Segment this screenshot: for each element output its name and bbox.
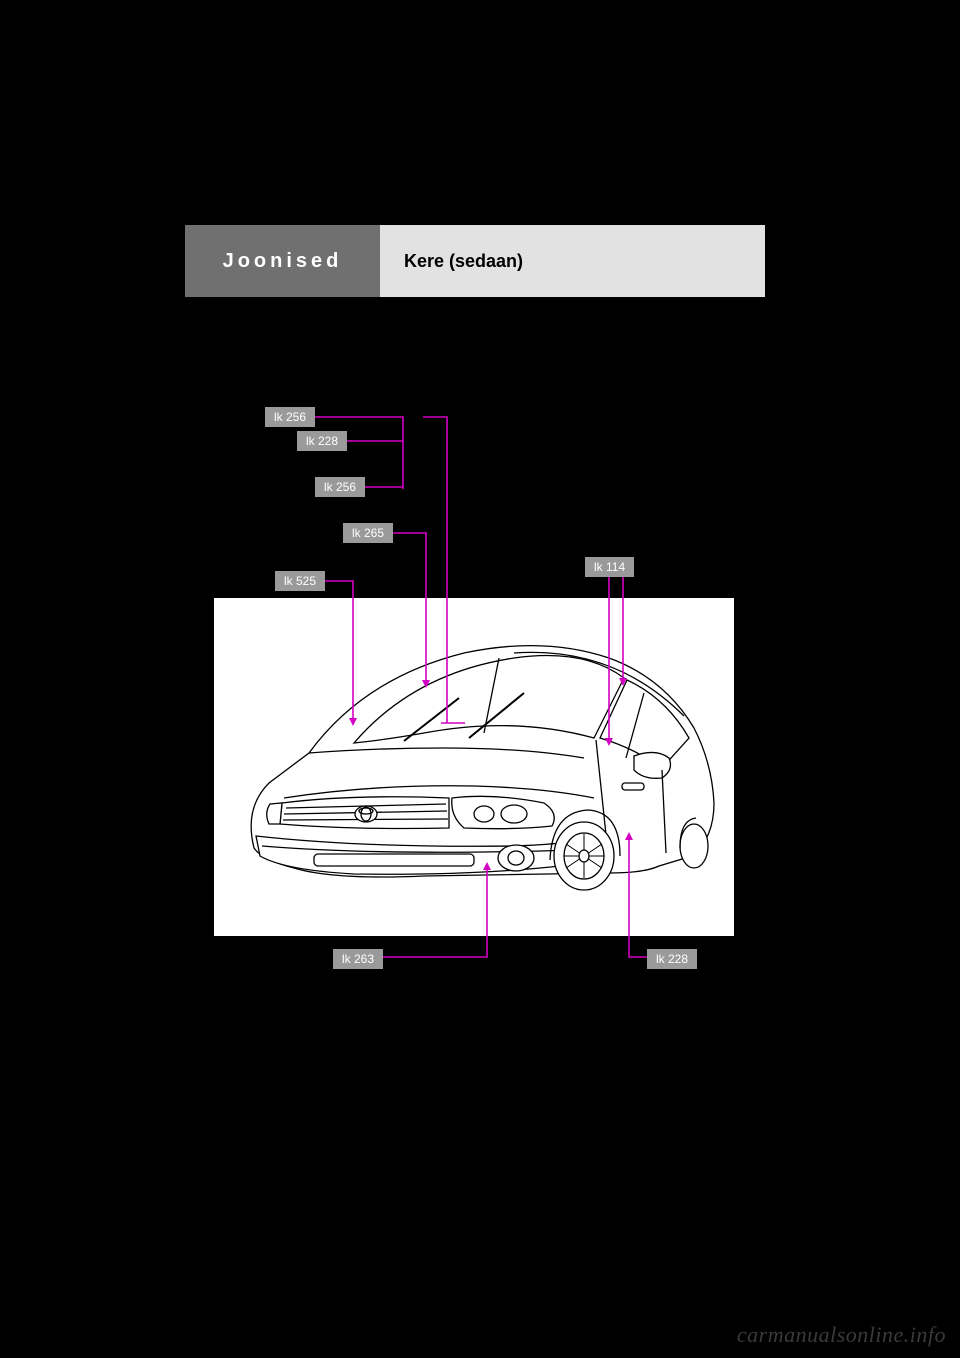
car-illustration (213, 597, 735, 937)
page-ref-label: lk 263 (333, 949, 383, 969)
page-ref-label: lk 114 (585, 557, 634, 577)
page-ref-label: lk 228 (297, 431, 347, 451)
car-svg (214, 598, 735, 937)
page-ref-label: lk 228 (647, 949, 697, 969)
manual-page: Joonised Kere (sedaan) (185, 225, 765, 937)
header-section-label: Joonised (185, 225, 380, 297)
page-ref-label: lk 256 (315, 477, 365, 497)
page-ref-label: lk 256 (265, 407, 315, 427)
watermark-text: carmanualsonline.info (737, 1322, 946, 1348)
page-ref-label: lk 265 (343, 523, 393, 543)
page-ref-label: lk 525 (275, 571, 325, 591)
header-title: Kere (sedaan) (380, 225, 765, 297)
page-header: Joonised Kere (sedaan) (185, 225, 765, 297)
exterior-diagram: lk 256 lk 228 lk 256 lk 265 lk 525 lk 11… (185, 297, 765, 937)
